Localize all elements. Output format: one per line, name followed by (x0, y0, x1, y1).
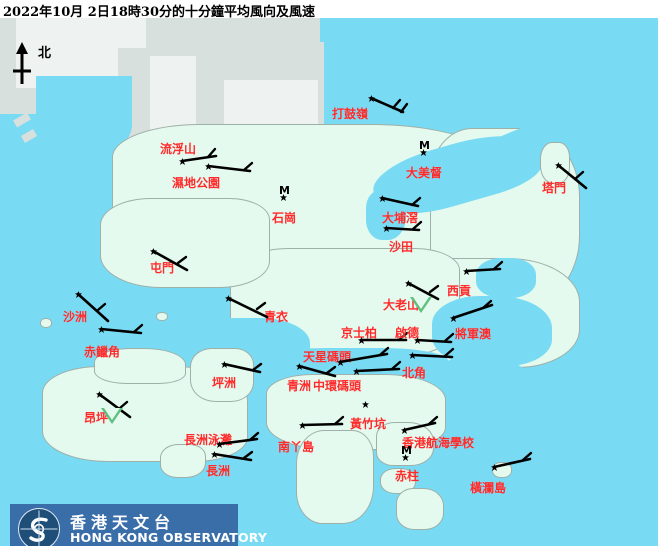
mainland-islet-2 (13, 112, 31, 128)
station-label-peng-chau: 坪洲 (212, 376, 237, 390)
station-label-kings-park: 京士柏 (341, 326, 378, 340)
station-label-wong-chuk-hang: 黃竹坑 (350, 417, 387, 431)
station-marker-wong-chuk-hang[interactable] (362, 401, 369, 408)
station-label-hk-sea-school: 香港航海學校 (402, 436, 475, 450)
station-label-star-ferry: 天星碼頭 (303, 350, 352, 364)
station-wong-chuk-hang[interactable]: 黃竹坑 (0, 18, 658, 546)
station-label-lamma-island: 南丫島 (278, 440, 315, 454)
sha-chau-islet (40, 318, 52, 328)
station-label-shek-kong: 石崗 (272, 211, 297, 225)
cheung-chau-landmass (160, 444, 206, 478)
north-arrow-icon (13, 42, 31, 84)
station-label-green-island: 青洲 (287, 379, 312, 393)
station-marker-sha-chau[interactable] (75, 291, 82, 298)
station-label-cheung-chau: 長洲 (206, 464, 231, 478)
wind-barb-cheung-chek-kok (99, 323, 144, 335)
hko-logo: 香港天文台 HONG KONG OBSERVATORY (10, 504, 267, 546)
station-label-ngong-ping: 昂坪 (84, 411, 109, 425)
station-label-tuen-mun: 屯門 (150, 261, 175, 275)
station-label-tap-mun: 塔門 (542, 181, 567, 195)
station-label-central-pier: 中環碼頭 (313, 379, 362, 393)
station-label-stanley: 赤柱 (395, 469, 420, 483)
deep-bay-water (36, 76, 132, 156)
lamma-island-landmass (296, 430, 374, 524)
hko-logo-name-en: HONG KONG OBSERVATORY (70, 530, 268, 545)
northwest-nt-landmass (100, 198, 270, 288)
station-label-wetland-park: 濕地公園 (172, 176, 221, 190)
station-label-sha-tin: 沙田 (389, 240, 414, 254)
inner-sk-water (476, 258, 536, 298)
page-title: 2022年10月 2日18時30分的十分鐘平均風向及風速 (3, 5, 316, 20)
station-label-tates-cairn: 大老山 (383, 298, 420, 312)
port-shelter-water (432, 296, 552, 366)
discovery-bay-landmass (190, 348, 254, 402)
mainland-islet-3 (20, 129, 38, 143)
station-label-sha-chau: 沙洲 (63, 310, 88, 324)
chek-lap-kok-landmass (94, 348, 186, 384)
station-marker-stanley[interactable] (402, 454, 409, 461)
station-label-lau-fau-shan: 流浮山 (160, 142, 197, 156)
title-bar: 2022年10月 2日18時30分的十分鐘平均風向及風速 (0, 0, 658, 20)
station-label-tsing-yi: 青衣 (264, 310, 289, 324)
hko-emblem-icon (18, 508, 60, 546)
station-label-tseung-kwan-o: 將軍澳 (455, 327, 492, 341)
station-marker-cheung-chek-kok[interactable] (98, 326, 105, 333)
map-canvas[interactable]: 北 打鼓嶺 流浮山 濕地公園 石崗 M 大美督 M 塔門 大埔滘 沙田 屯門 西貢 沙洲 赤鱲角 青衣 大老山… (0, 18, 658, 546)
station-label-tai-po-kau: 大埔滘 (382, 211, 419, 225)
waglan-islet-landmass (492, 462, 512, 478)
south-islet-landmass (396, 488, 444, 530)
north-label: 北 (38, 46, 52, 61)
station-label-cheung-chau-beach: 長洲泳灘 (184, 433, 233, 447)
station-label-tai-mei-tuk: 大美督 (406, 166, 443, 180)
tap-mun-islet (540, 142, 570, 184)
station-label-kai-tak: 啟德 (395, 326, 420, 340)
station-label-ta-kwu-ling: 打鼓嶺 (332, 107, 369, 121)
station-label-sai-kung: 西貢 (447, 284, 472, 298)
north-arrow: 北 (8, 40, 68, 88)
station-label-north-point: 北角 (402, 366, 427, 380)
hko-logo-name-cn: 香港天文台 (70, 513, 176, 532)
station-marker-ta-kwu-ling[interactable] (368, 95, 375, 102)
station-marker-tai-mei-tuk[interactable] (420, 149, 427, 156)
station-marker-shek-kong[interactable] (280, 194, 287, 201)
mainland-landmass-light-3 (224, 80, 318, 128)
wind-barb-ta-kwu-ling (369, 96, 409, 114)
station-label-waglan-island: 橫瀾島 (470, 481, 507, 495)
station-label-cheung-chek-kok: 赤鱲角 (84, 345, 121, 359)
mainland-islet (22, 90, 32, 98)
brothers-islet (156, 312, 168, 321)
